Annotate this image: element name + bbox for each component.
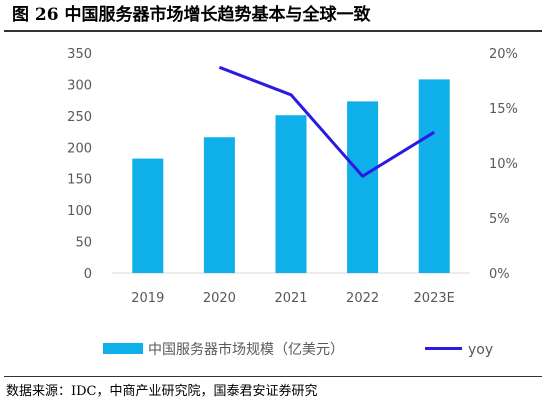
yoy-series-line <box>218 65 435 178</box>
bottom-rule <box>4 376 542 378</box>
x-tick-label: 2019 <box>131 291 164 306</box>
right-tick-label: 0% <box>489 267 510 282</box>
left-tick-label: 150 <box>67 173 92 188</box>
legend-bar-swatch <box>103 343 143 354</box>
left-tick-label: 300 <box>67 78 92 93</box>
right-tick-label: 20% <box>489 47 518 62</box>
x-tick-label: 2020 <box>203 291 236 306</box>
x-tick-label: 2022 <box>346 291 379 306</box>
left-tick-label: 0 <box>84 267 92 282</box>
bar-2021 <box>275 115 307 273</box>
left-tick-label: 200 <box>67 141 92 156</box>
bar-2023E <box>418 79 450 274</box>
left-tick-label: 250 <box>67 110 92 125</box>
right-tick-label: 10% <box>489 157 518 172</box>
top-rule <box>4 30 542 32</box>
right-tick-label: 5% <box>489 212 510 227</box>
left-tick-label: 100 <box>67 204 92 219</box>
legend-line-label: yoy <box>468 342 493 358</box>
x-tick-label: 2021 <box>274 291 307 306</box>
legend-bar-label: 中国服务器市场规模（亿美元） <box>148 341 344 358</box>
bar-2019 <box>132 158 164 273</box>
bar-2022 <box>347 101 379 274</box>
right-tick-label: 15% <box>489 102 518 117</box>
left-tick-label: 350 <box>67 47 92 62</box>
figure-title: 图 26 中国服务器市场增长趋势基本与全球一致 <box>12 5 371 25</box>
source-note: 数据来源：IDC，中商产业研究院，国泰君安证券研究 <box>6 384 318 399</box>
x-tick-label: 2023E <box>414 291 455 306</box>
bar-2020 <box>203 137 235 273</box>
left-tick-label: 50 <box>75 236 92 251</box>
